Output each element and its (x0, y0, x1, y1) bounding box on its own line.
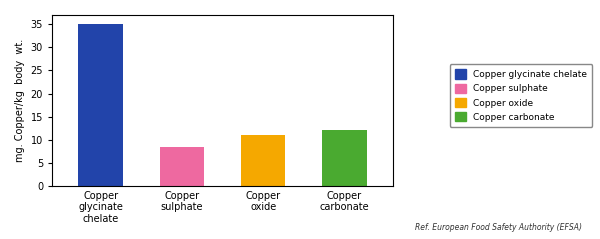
Text: Ref. European Food Safety Authority (EFSA): Ref. European Food Safety Authority (EFS… (415, 223, 582, 232)
Bar (241, 135, 286, 186)
Bar (79, 24, 123, 186)
Bar (322, 130, 367, 186)
Bar (160, 147, 204, 186)
Y-axis label: mg. Copper/kg  body  wt.: mg. Copper/kg body wt. (15, 39, 25, 162)
Legend: Copper glycinate chelate, Copper sulphate, Copper oxide, Copper carbonate: Copper glycinate chelate, Copper sulphat… (449, 64, 592, 127)
